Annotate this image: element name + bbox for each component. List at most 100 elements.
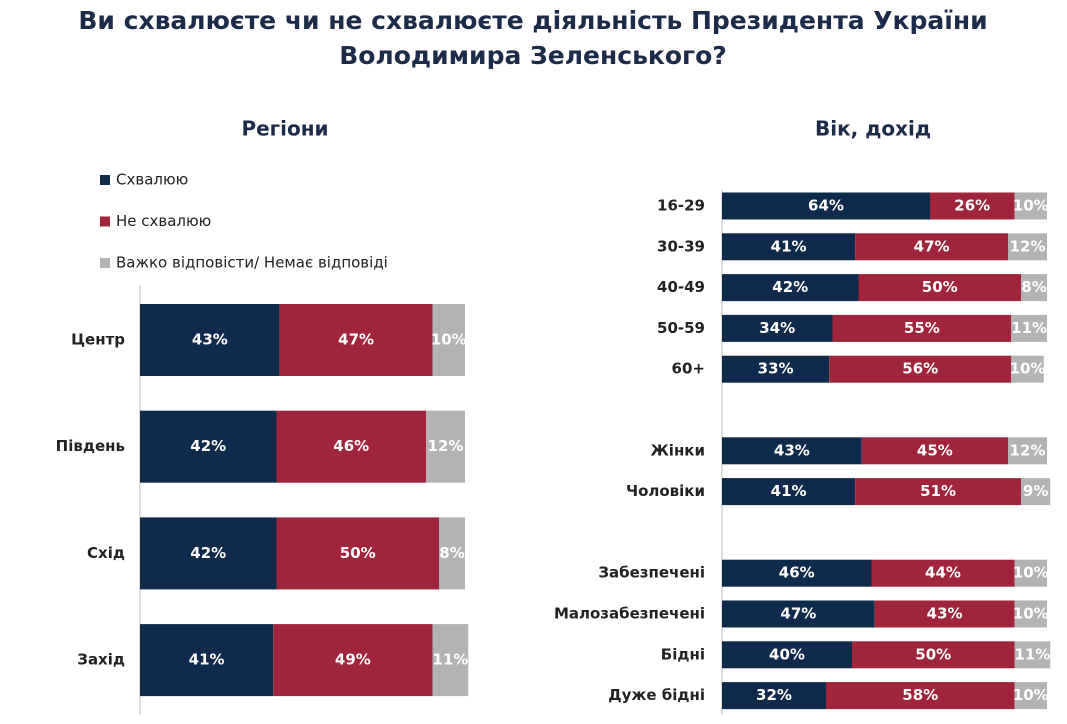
bar-segment	[1011, 314, 1047, 342]
bar-segment	[930, 192, 1015, 220]
value-label: 43%	[192, 331, 228, 349]
value-label: 10%	[431, 331, 467, 349]
value-label: 42%	[772, 278, 808, 296]
value-label: 34%	[759, 319, 795, 337]
bar-segment	[722, 233, 856, 261]
bar-segment	[855, 233, 1008, 261]
bar-segment	[832, 314, 1012, 342]
bar-segment	[722, 600, 875, 628]
bar-segment	[276, 517, 439, 590]
legend-label: Не схвалюю	[116, 212, 211, 230]
value-label: 49%	[335, 651, 371, 669]
value-label: 40%	[769, 645, 805, 663]
value-label: 41%	[771, 482, 807, 500]
bar-segment	[1014, 641, 1051, 669]
category-label: 40-49	[657, 278, 705, 296]
value-label: 44%	[925, 564, 961, 582]
chart-title: Володимира Зеленського?	[339, 41, 727, 70]
bar-segment	[1014, 192, 1047, 220]
value-label: 45%	[917, 441, 953, 459]
bar-segment	[140, 624, 274, 697]
category-label: Жінки	[650, 441, 705, 459]
bar-segment	[722, 437, 862, 465]
category-label: Південь	[56, 437, 125, 455]
bar-segment	[858, 274, 1021, 302]
value-label: 47%	[914, 237, 950, 255]
value-label: 43%	[927, 605, 963, 623]
chart-title: Ви схвалюєте чи не схвалюєте діяльність …	[78, 6, 987, 35]
bar-segment	[871, 559, 1015, 587]
category-label: Захід	[77, 651, 125, 669]
value-label: 51%	[920, 482, 956, 500]
bar-segment	[722, 682, 826, 710]
category-label: 30-39	[657, 237, 705, 255]
bar-segment	[276, 410, 426, 483]
bar-segment	[722, 478, 856, 506]
value-label: 11%	[1011, 319, 1047, 337]
value-label: 10%	[1013, 564, 1049, 582]
value-label: 58%	[902, 686, 938, 704]
bar-segment	[1014, 600, 1047, 628]
value-label: 64%	[808, 197, 844, 215]
value-label: 41%	[189, 651, 225, 669]
value-label: 50%	[922, 278, 958, 296]
category-label: Схід	[87, 544, 125, 562]
legend-swatch	[100, 258, 110, 268]
bar-segment	[1008, 233, 1047, 261]
category-label: 50-59	[657, 319, 705, 337]
legend-label: Схвалюю	[116, 171, 188, 189]
bar-segment	[855, 478, 1021, 506]
value-label: 8%	[1021, 278, 1046, 296]
bar-segment	[861, 437, 1008, 465]
value-label: 50%	[915, 645, 951, 663]
category-label: Чоловіки	[626, 482, 705, 500]
value-label: 42%	[190, 437, 226, 455]
legend-swatch	[100, 216, 110, 227]
bar-segment	[852, 641, 1015, 669]
bar-segment	[829, 355, 1012, 383]
category-label: Центр	[71, 331, 125, 349]
value-label: 10%	[1013, 686, 1049, 704]
category-label: Забезпечені	[598, 564, 705, 582]
category-label: Бідні	[661, 645, 705, 663]
bar-segment	[140, 410, 277, 483]
bar-segment	[722, 192, 930, 220]
value-label: 10%	[1013, 605, 1049, 623]
value-label: 56%	[902, 360, 938, 378]
value-label: 11%	[1014, 645, 1050, 663]
bar-segment	[722, 559, 872, 587]
value-label: 10%	[1010, 360, 1046, 378]
bar-segment	[279, 304, 433, 376]
bar-segment	[140, 304, 280, 376]
bar-segment	[1021, 274, 1047, 302]
bar-segment	[1014, 682, 1047, 710]
value-label: 26%	[954, 197, 990, 215]
value-label: 47%	[338, 331, 374, 349]
value-label: 55%	[904, 319, 940, 337]
value-label: 12%	[428, 437, 464, 455]
bar-segment	[426, 410, 465, 483]
value-label: 50%	[340, 544, 376, 562]
legend-label: Важко відповісти/ Немає відповіді	[116, 254, 388, 272]
bar-segment	[722, 314, 833, 342]
value-label: 46%	[779, 564, 815, 582]
value-label: 12%	[1010, 441, 1046, 459]
value-label: 32%	[756, 686, 792, 704]
bar-segment	[722, 641, 852, 669]
category-label: Малозабезпечені	[554, 605, 705, 623]
value-label: 8%	[439, 544, 464, 562]
subplot-title: Вік, дохід	[815, 117, 931, 141]
value-label: 10%	[1013, 197, 1049, 215]
bar-segment	[1008, 437, 1047, 465]
bar-segment	[826, 682, 1015, 710]
bar-segment	[439, 517, 465, 590]
value-label: 33%	[758, 360, 794, 378]
bar-segment	[874, 600, 1015, 628]
value-label: 43%	[774, 441, 810, 459]
value-label: 41%	[771, 237, 807, 255]
bar-segment	[722, 355, 830, 383]
value-label: 42%	[190, 544, 226, 562]
value-label: 12%	[1010, 237, 1046, 255]
subplot-title: Регіони	[241, 117, 328, 141]
